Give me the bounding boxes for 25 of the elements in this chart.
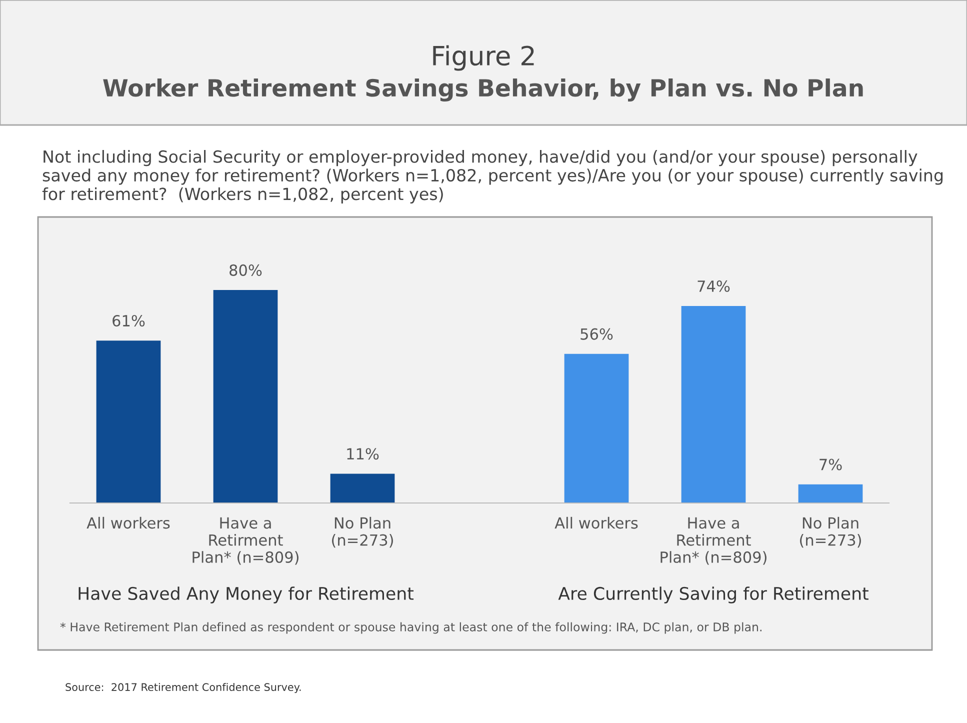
x-tick-label: All workers: [86, 516, 170, 529]
bar: [96, 340, 161, 503]
bar: [564, 354, 629, 503]
x-tick-label: Have a Retirment Plan* (n=809): [660, 517, 766, 565]
data-label: 11%: [347, 448, 379, 460]
data-label: 61%: [112, 314, 145, 327]
data-label: 7%: [820, 458, 842, 470]
chart-title: Figure 2: [433, 45, 534, 71]
x-tick-label: No Plan (n=273): [332, 516, 393, 548]
text: Not including Social Security or employer-provided money, have/did you (and/or your spouse) personally saved any money for retirement? (Workers n=1,082, percent yes)/Are you (or your spouse) currently saving for retirement? (Workers n=1,082, percent yes): [42, 150, 943, 204]
bar: [681, 306, 746, 503]
text: * Have Retirement Plan defined as respondent or spouse having at least one of the following: IRA, DC plan, or DB plan.: [60, 622, 762, 634]
data-label: 56%: [580, 328, 613, 340]
x-tick-label: Have a Retirment Plan* (n=809): [192, 517, 298, 565]
source-note: Source: 2017 Retirement Confidence Survey.: [66, 682, 301, 694]
bar: [213, 290, 278, 503]
bar: [330, 474, 395, 503]
text: Have Saved Any Money for Retirement: [78, 586, 414, 604]
x-tick-label: No Plan (n=273): [800, 516, 861, 548]
bar: [798, 484, 863, 503]
chart-subtitle: Worker Retirement Savings Behavior, by Plan vs. No Plan: [103, 78, 863, 102]
x-tick-label: All workers: [554, 516, 638, 529]
data-label: 74%: [698, 280, 730, 292]
text: Are Currently Saving for Retirement: [558, 586, 868, 604]
data-label: 80%: [230, 264, 262, 276]
